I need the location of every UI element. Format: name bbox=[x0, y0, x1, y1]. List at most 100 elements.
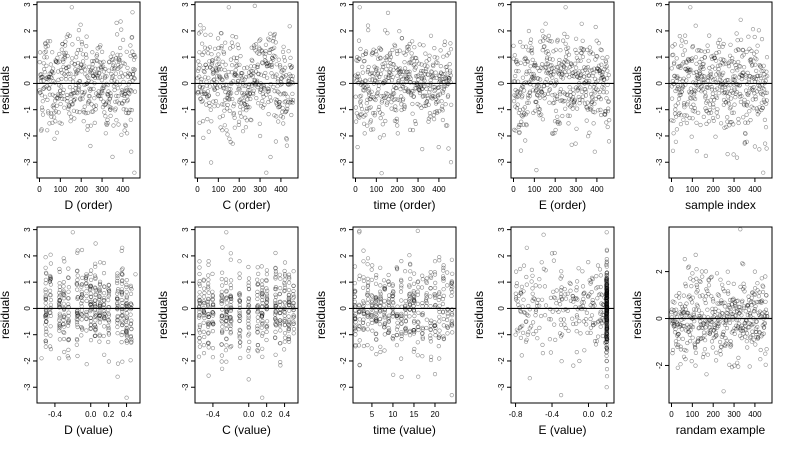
residual-point bbox=[370, 328, 375, 333]
residual-point bbox=[758, 64, 763, 69]
residual-point bbox=[271, 35, 276, 41]
residual-point bbox=[101, 59, 106, 65]
residual-point bbox=[224, 277, 229, 282]
residual-point bbox=[749, 87, 754, 92]
residual-point bbox=[50, 92, 55, 97]
residual-point bbox=[64, 34, 69, 39]
residual-point bbox=[286, 287, 292, 293]
residual-point bbox=[83, 281, 89, 287]
residual-point bbox=[41, 67, 47, 72]
y-tick-label: -1 bbox=[23, 106, 32, 114]
residual-point bbox=[274, 114, 279, 119]
residual-point bbox=[378, 55, 383, 60]
residual-point bbox=[358, 100, 363, 105]
residual-point bbox=[415, 353, 420, 358]
residual-point bbox=[428, 87, 433, 92]
residual-point bbox=[60, 96, 65, 101]
residual-point bbox=[57, 302, 62, 307]
residual-point bbox=[669, 84, 675, 89]
residual-point bbox=[520, 304, 525, 309]
residual-point bbox=[201, 320, 206, 325]
residual-point bbox=[107, 59, 112, 64]
residual-point bbox=[579, 46, 585, 51]
residual-point bbox=[391, 289, 396, 294]
residual-point bbox=[66, 347, 71, 353]
residual-point bbox=[93, 286, 98, 291]
residual-point bbox=[522, 61, 528, 67]
residual-point bbox=[394, 333, 399, 338]
residual-point bbox=[277, 99, 282, 105]
residual-point bbox=[704, 108, 709, 113]
residual-point bbox=[253, 48, 258, 53]
residual-point bbox=[115, 302, 120, 307]
residual-point bbox=[447, 70, 453, 75]
residual-point bbox=[278, 82, 283, 87]
residual-point bbox=[92, 298, 98, 303]
residual-point bbox=[219, 359, 224, 364]
residual-point bbox=[683, 281, 688, 286]
residual-point bbox=[44, 84, 49, 89]
residual-point bbox=[558, 66, 564, 71]
residual-point bbox=[554, 96, 560, 101]
residual-point bbox=[69, 114, 74, 119]
residual-point bbox=[763, 78, 768, 83]
residual-point bbox=[724, 326, 730, 331]
residual-point bbox=[723, 61, 729, 66]
residual-point bbox=[674, 56, 679, 61]
residual-point bbox=[763, 90, 768, 95]
residual-point bbox=[251, 45, 257, 51]
residual-point bbox=[437, 92, 442, 97]
residual-point bbox=[115, 62, 121, 68]
residual-point bbox=[206, 345, 211, 350]
residual-point bbox=[128, 322, 133, 327]
residual-point bbox=[360, 320, 366, 325]
residual-point bbox=[361, 278, 367, 284]
residual-point bbox=[44, 311, 49, 316]
residual-point bbox=[246, 264, 251, 270]
residual-point bbox=[251, 71, 256, 76]
residual-point bbox=[429, 75, 434, 80]
residual-point bbox=[88, 315, 93, 321]
residual-point bbox=[40, 107, 45, 113]
residual-point bbox=[700, 73, 705, 78]
residual-point bbox=[97, 309, 102, 314]
residual-point bbox=[517, 89, 522, 94]
residual-point bbox=[535, 65, 540, 71]
residual-point bbox=[378, 110, 383, 115]
residual-point bbox=[554, 80, 559, 85]
residual-point bbox=[671, 131, 676, 136]
residual-point bbox=[564, 72, 569, 78]
residual-point bbox=[588, 49, 594, 55]
residual-point bbox=[716, 70, 721, 75]
x-tick-label: 15 bbox=[410, 410, 419, 419]
residual-point bbox=[196, 66, 201, 71]
residual-point bbox=[108, 54, 113, 59]
residual-point bbox=[206, 296, 211, 301]
residual-point bbox=[206, 51, 211, 56]
residual-point bbox=[93, 261, 98, 266]
residual-point bbox=[291, 319, 296, 324]
residual-point bbox=[443, 123, 449, 128]
residual-point bbox=[76, 86, 81, 91]
residual-point bbox=[376, 56, 381, 62]
residual-point bbox=[287, 302, 292, 307]
residual-point bbox=[445, 123, 450, 128]
residual-point bbox=[229, 344, 234, 349]
residual-point bbox=[273, 316, 278, 321]
residual-point bbox=[528, 81, 533, 87]
residual-point bbox=[73, 67, 78, 72]
residual-point bbox=[131, 57, 137, 62]
residual-point bbox=[517, 130, 522, 135]
residual-point bbox=[61, 317, 66, 323]
residual-point bbox=[685, 68, 690, 74]
residual-point bbox=[224, 230, 229, 235]
residual-point bbox=[215, 91, 220, 97]
plot-frame bbox=[36, 226, 141, 404]
residual-point bbox=[265, 75, 270, 80]
residual-point bbox=[121, 107, 126, 112]
residual-point bbox=[82, 104, 87, 109]
residual-point bbox=[673, 114, 679, 119]
residual-point bbox=[700, 87, 705, 92]
residual-point bbox=[694, 276, 699, 281]
x-tick-label: -0.4 bbox=[206, 410, 220, 419]
